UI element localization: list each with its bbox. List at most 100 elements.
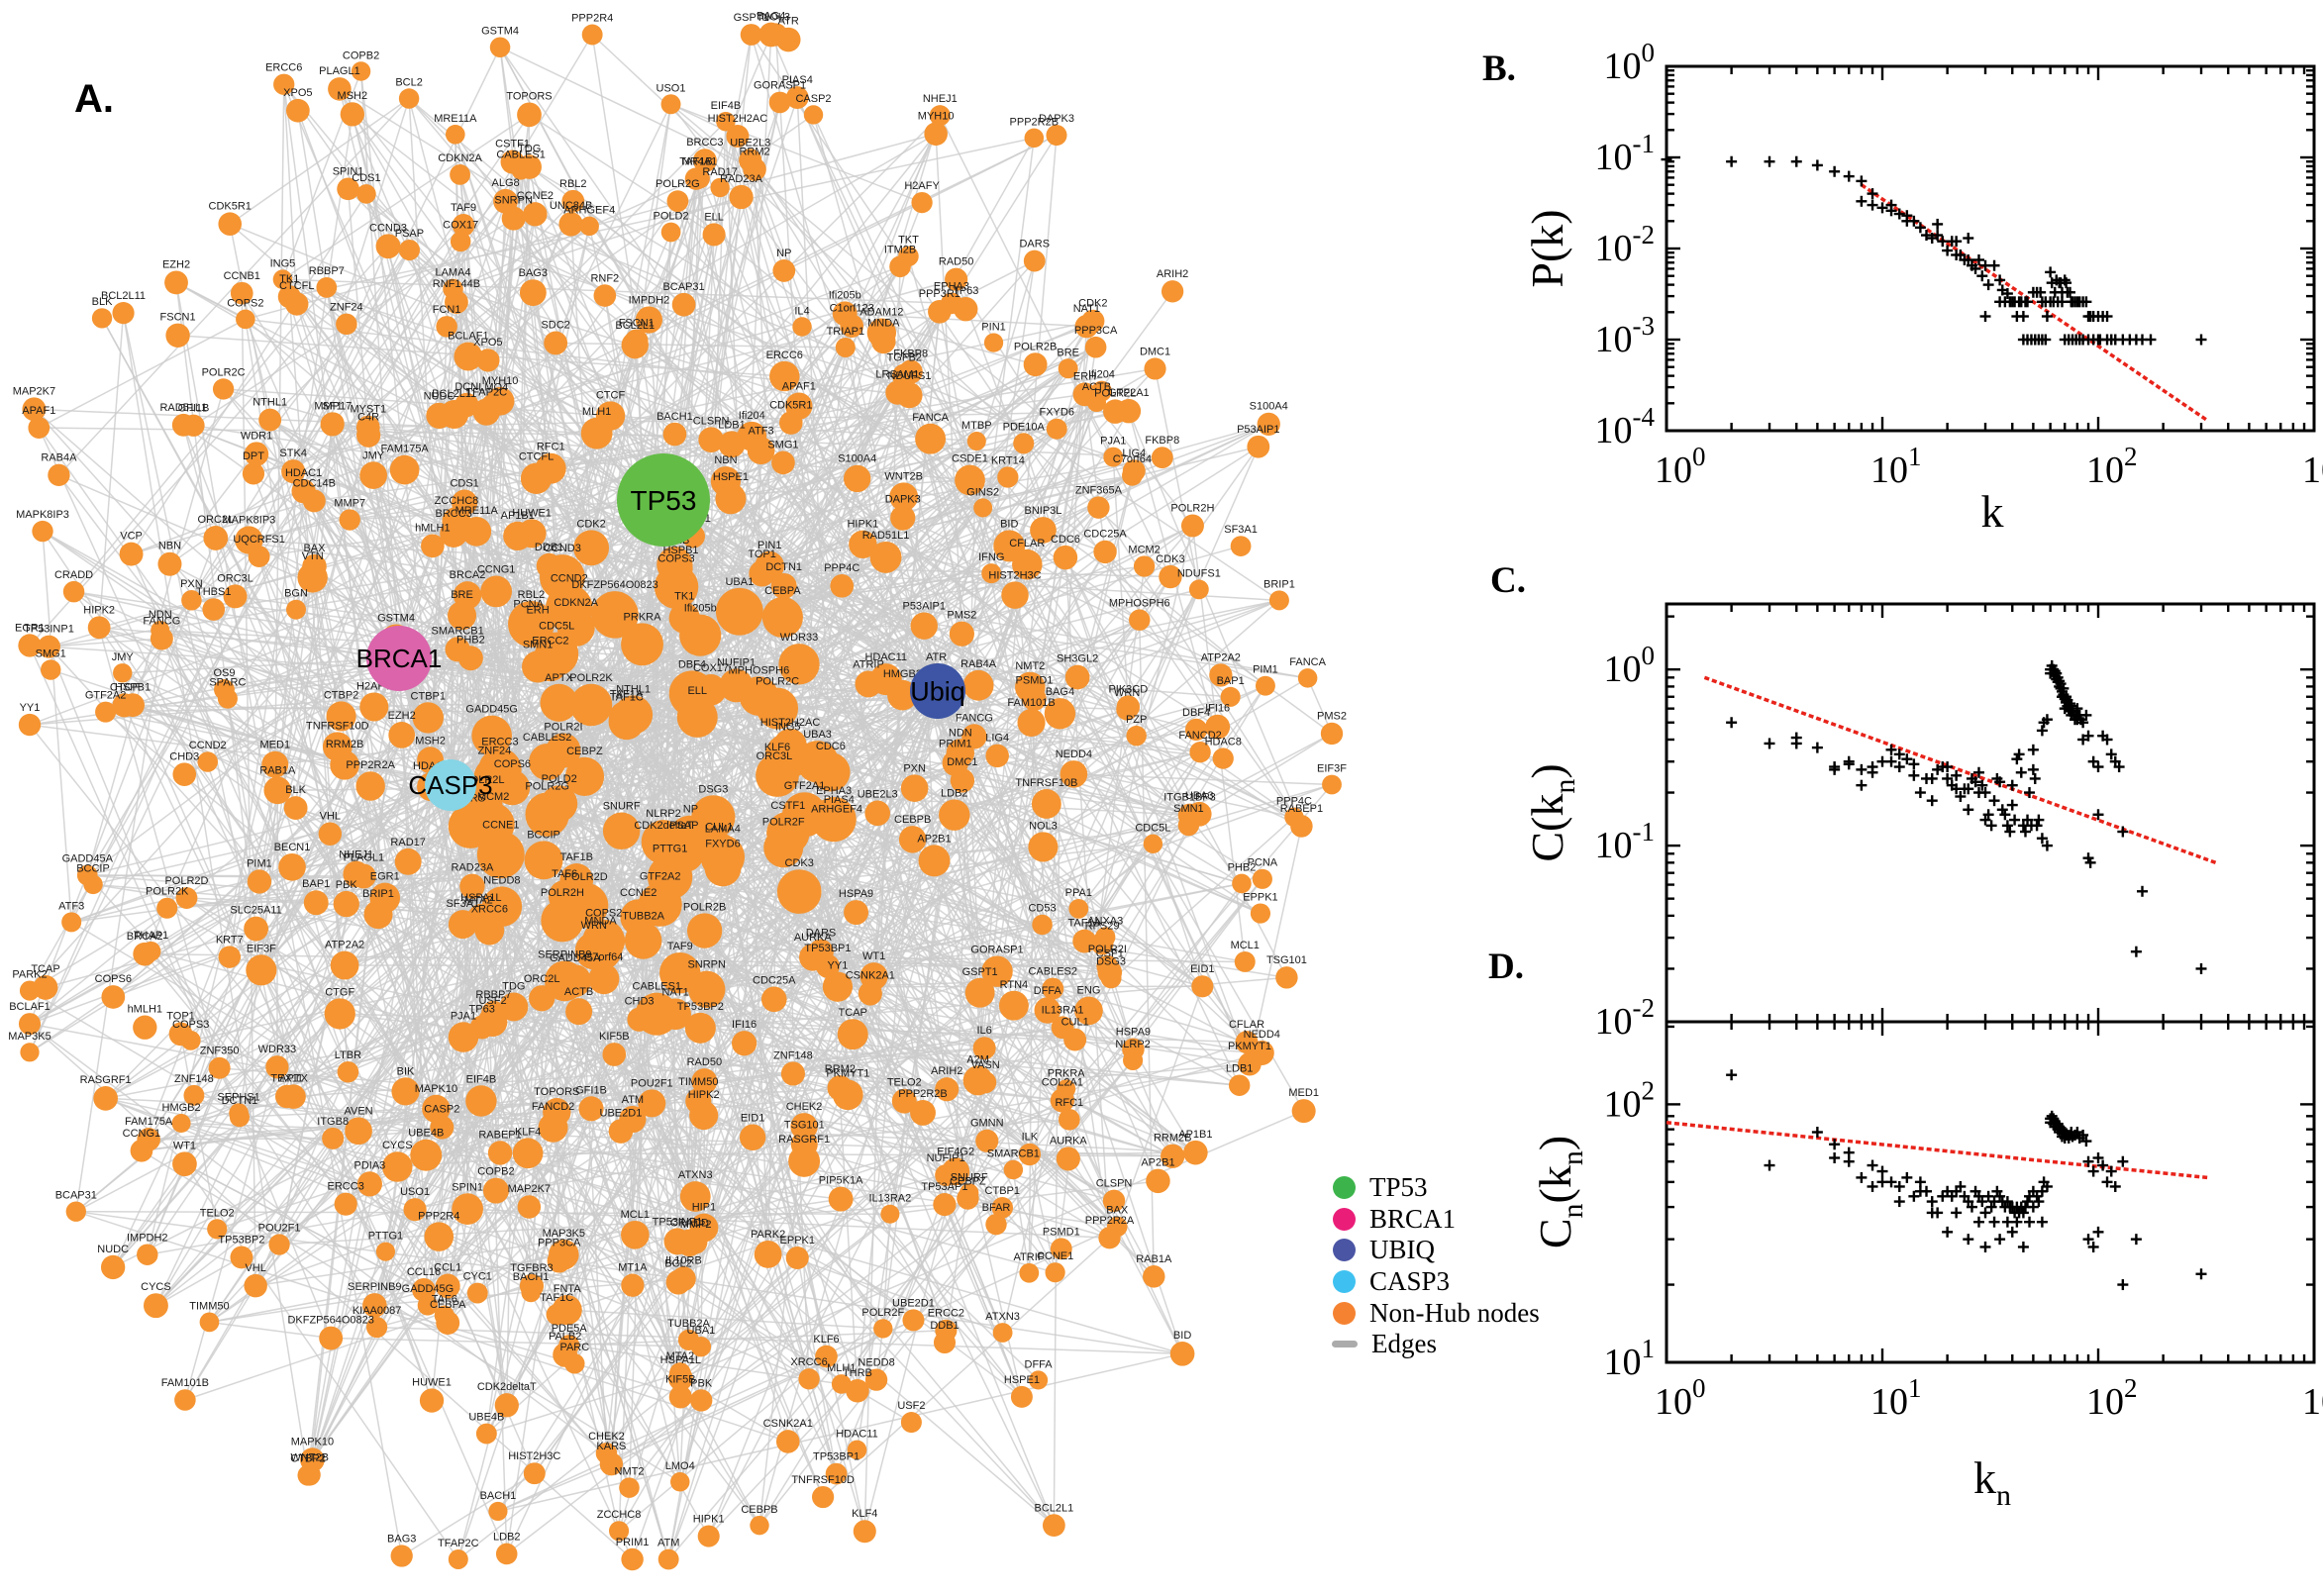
axis-ticks <box>1665 1022 2316 1364</box>
network-node <box>1252 868 1272 889</box>
network-node-label: C1orf123 <box>830 302 874 314</box>
network-node <box>388 722 416 748</box>
network-node <box>137 1128 160 1151</box>
network-node <box>445 124 465 145</box>
network-node <box>918 845 951 877</box>
network-node-label: PIAS4 <box>824 794 855 806</box>
network-node-label: BID <box>1173 1330 1191 1342</box>
network-node-label: DFFA <box>1034 985 1062 997</box>
network-node-label: MRE11A <box>455 505 499 517</box>
network-node-label: CRADD <box>670 1217 709 1229</box>
network-node <box>436 1311 460 1336</box>
network-node-label: FAM175A <box>380 444 429 455</box>
network-node-label: TIMM50 <box>189 1301 229 1313</box>
network-node-label: CTCFL <box>519 451 554 463</box>
network-node-label: FANCA <box>912 412 949 424</box>
network-node-label: RAD17 <box>390 837 425 848</box>
network-node <box>95 701 117 723</box>
network-node-label: CDC6 <box>816 741 846 752</box>
network-node <box>595 1443 618 1464</box>
network-node <box>846 1378 869 1403</box>
network-node-label: UBE4B <box>408 1128 444 1140</box>
network-node <box>487 1141 513 1165</box>
network-node <box>662 422 687 447</box>
network-node-label: KIF5B <box>599 1031 630 1043</box>
network-node-label: PPP2R2B <box>898 1088 948 1100</box>
network-node-label: CHEK2 <box>588 1431 625 1443</box>
network-node <box>835 337 856 357</box>
network-node-label: RTN4 <box>1000 979 1029 991</box>
legend-item: BRCA1 <box>1333 1204 1540 1236</box>
network-node <box>1050 1238 1072 1260</box>
network-node-label: CD53 <box>1028 903 1056 915</box>
network-node-label: BGN <box>284 588 308 600</box>
network-node-label: VASN <box>971 1059 1000 1071</box>
network-node-label: AP2B1 <box>1141 1157 1174 1169</box>
network-node-label: ITGB8 <box>317 1116 349 1128</box>
network-node <box>101 985 126 1009</box>
network-node <box>1046 418 1067 440</box>
network-edge <box>352 114 622 1132</box>
network-node <box>113 663 133 683</box>
axis-tick-label: 103 <box>2302 1373 2323 1423</box>
network-node <box>700 835 746 879</box>
network-node-label: ARHGEF4 <box>563 205 615 217</box>
network-edge <box>758 1059 1134 1527</box>
network-node-label: PDE5A <box>552 1323 588 1335</box>
network-edge <box>606 1328 884 1454</box>
network-node <box>1053 545 1078 570</box>
network-node-label: PSMD1 <box>1043 1226 1080 1238</box>
network-node <box>660 222 681 243</box>
network-node <box>100 1254 126 1280</box>
network-node <box>1126 725 1147 747</box>
axis-ticks <box>1665 64 2316 433</box>
chart-B: 100 101 102 103 100 10-1 10-2 10-3 10-4 k P(k) <box>1522 38 2323 537</box>
network-node <box>322 732 353 762</box>
network-node <box>359 461 387 489</box>
network-node <box>798 1368 820 1390</box>
network-node <box>915 423 947 454</box>
network-node <box>771 450 795 475</box>
network-node-label: SMG1 <box>36 648 66 659</box>
network-node <box>345 1117 372 1146</box>
network-node-label: XPO5 <box>283 87 312 99</box>
network-edge <box>50 668 1089 1012</box>
network-node <box>768 91 791 114</box>
network-node <box>933 1192 957 1217</box>
network-node-label: SLC25A11 <box>230 905 281 917</box>
network-node <box>754 1240 782 1268</box>
network-node <box>1191 975 1214 998</box>
network-node-label: IFI16 <box>732 1019 757 1031</box>
network-node <box>1034 997 1061 1024</box>
network-node-label: SERPINB9 <box>538 948 591 960</box>
network-node <box>853 1520 876 1544</box>
network-node-label: HSPE1 <box>713 471 749 483</box>
network-edge <box>75 1210 788 1443</box>
network-node <box>689 1389 713 1412</box>
network-node <box>593 284 617 307</box>
network-node <box>691 1068 718 1095</box>
network-node-label: CCL1 <box>434 1262 461 1274</box>
network-edge <box>700 690 939 1401</box>
network-edge <box>332 200 507 425</box>
network-node-label: BRIP1 <box>362 888 394 900</box>
network-node <box>381 1151 413 1182</box>
network-node-label: SPARC <box>209 677 246 689</box>
network-edge <box>98 313 125 628</box>
network-node-label: KLF6 <box>813 1334 839 1346</box>
network-node-label: HDAC11 <box>836 1429 878 1441</box>
network-node <box>286 599 307 620</box>
network-node <box>202 598 226 621</box>
network-node <box>945 267 968 291</box>
network-edge <box>282 114 530 280</box>
network-node-label: hMLH1 <box>128 1004 162 1016</box>
network-node <box>929 105 951 127</box>
network-node <box>1169 1342 1195 1366</box>
network-node-label: MCL1 <box>621 1209 650 1221</box>
legend-label: Non-Hub nodes <box>1369 1297 1540 1328</box>
network-node <box>356 1171 382 1197</box>
network-node <box>398 88 420 109</box>
axis-tick-label: 100 <box>1655 1373 1706 1423</box>
network-node-label: TAF9 <box>451 202 476 214</box>
network-node-label: SF3A1 <box>447 898 480 910</box>
